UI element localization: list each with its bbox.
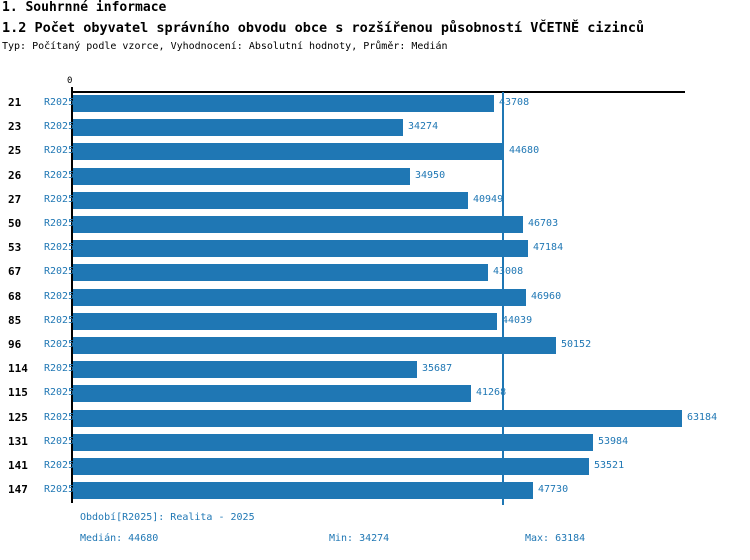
axis-vertical-line: [71, 87, 73, 503]
bar: [73, 433, 593, 451]
bar-row: 67 R2025 43008: [0, 261, 750, 285]
row-index-label: 85: [8, 313, 22, 327]
bar-value-label: 44039: [502, 314, 533, 326]
bar-value-label: 44680: [509, 145, 540, 157]
row-series-label: R2025: [44, 97, 75, 108]
bar: [73, 167, 410, 185]
bar: [73, 191, 468, 209]
stat-median: Medián: 44680: [80, 533, 159, 544]
row-index-label: 25: [8, 144, 22, 158]
bar-row: 141 R2025 53521: [0, 455, 750, 479]
bar: [73, 385, 471, 403]
axis-origin-label: 0: [67, 76, 73, 86]
bar-row: 26 R2025 34950: [0, 165, 750, 189]
bar: [73, 288, 526, 306]
bar-value-label: 63184: [687, 411, 718, 423]
row-index-label: 67: [8, 265, 22, 279]
row-index-label: 125: [8, 410, 28, 424]
chart-title: 1.2 Počet obyvatel správního obvodu obce…: [2, 20, 645, 36]
legend-period: Období[R2025]: Realita - 2025: [80, 512, 255, 523]
bar-row: 125 R2025 63184: [0, 407, 750, 431]
bar: [73, 337, 556, 354]
page-title: 1. Souhrnné informace: [2, 0, 167, 15]
row-series-label: R2025: [44, 145, 75, 157]
row-index-label: 141: [8, 459, 28, 472]
row-series-label: R2025: [44, 460, 75, 471]
bar: [73, 361, 417, 379]
bar: [73, 409, 682, 427]
bar-row: 147 R2025 47730: [0, 479, 750, 503]
bar-value-label: 43008: [493, 266, 524, 278]
row-index-label: 114: [8, 362, 28, 376]
bar-row: 131 R2025 53984: [0, 431, 750, 455]
bar-row: 115 R2025 41268: [0, 382, 750, 406]
row-series-label: R2025: [44, 435, 75, 447]
bar-value-label: 53521: [594, 460, 625, 471]
row-index-label: 131: [8, 434, 28, 448]
bar: [73, 312, 497, 330]
chart-subtitle: Typ: Počítaný podle vzorce, Vyhodnocení:…: [2, 41, 448, 52]
row-index-label: 21: [8, 96, 22, 109]
row-series-label: R2025: [44, 290, 75, 302]
bar-value-label: 41268: [476, 387, 507, 399]
row-series-label: R2025: [44, 339, 75, 350]
row-index-label: 50: [8, 217, 22, 230]
bar-value-label: 50152: [561, 339, 592, 350]
bar: [73, 458, 589, 475]
bar-value-label: 47730: [538, 484, 569, 496]
bar: [73, 264, 488, 282]
row-series-label: R2025: [44, 169, 75, 181]
row-series-label: R2025: [44, 218, 75, 229]
bar-value-label: 53984: [598, 435, 629, 447]
row-index-label: 96: [8, 338, 22, 351]
bar-row: 114 R2025 35687: [0, 358, 750, 382]
bar-row: 21 R2025 43708: [0, 92, 750, 116]
bar-row: 23 R2025 34274: [0, 116, 750, 140]
bar-value-label: 34950: [415, 169, 446, 181]
stat-min: Min: 34274: [329, 533, 390, 544]
bar: [73, 143, 504, 161]
bar: [73, 240, 528, 258]
row-series-label: R2025: [44, 121, 75, 133]
bar-row: 53 R2025 47184: [0, 237, 750, 261]
row-series-label: R2025: [44, 411, 75, 423]
bar-value-label: 34274: [408, 121, 439, 133]
row-index-label: 23: [8, 120, 22, 134]
row-series-label: R2025: [44, 484, 75, 496]
stat-max: Max: 63184: [525, 533, 586, 544]
bar-value-label: 46960: [531, 290, 562, 302]
row-series-label: R2025: [44, 266, 75, 278]
bar-value-label: 46703: [528, 218, 559, 229]
row-index-label: 147: [8, 483, 28, 497]
row-series-label: R2025: [44, 314, 75, 326]
bar: [73, 216, 523, 233]
bar-row: 25 R2025 44680: [0, 140, 750, 164]
bar: [73, 119, 403, 137]
axis-top-line: [72, 91, 685, 93]
row-series-label: R2025: [44, 387, 75, 399]
bar-value-label: 43708: [499, 97, 530, 108]
row-index-label: 27: [8, 192, 22, 206]
bar: [73, 482, 533, 500]
row-series-label: R2025: [44, 242, 75, 254]
row-index-label: 26: [8, 168, 22, 182]
bar: [73, 95, 494, 112]
bar-row: 85 R2025 44039: [0, 310, 750, 334]
row-index-label: 53: [8, 241, 22, 255]
median-reference-line: [502, 92, 504, 505]
bar-row: 27 R2025 40949: [0, 189, 750, 213]
bar-value-label: 40949: [473, 193, 504, 205]
bar-value-label: 35687: [422, 363, 453, 375]
row-index-label: 68: [8, 289, 22, 303]
bar-row: 50 R2025 46703: [0, 213, 750, 237]
bar-row: 68 R2025 46960: [0, 286, 750, 310]
bar-value-label: 47184: [533, 242, 564, 254]
row-series-label: R2025: [44, 193, 75, 205]
bar-row: 96 R2025 50152: [0, 334, 750, 358]
row-series-label: R2025: [44, 363, 75, 375]
row-index-label: 115: [8, 386, 28, 400]
